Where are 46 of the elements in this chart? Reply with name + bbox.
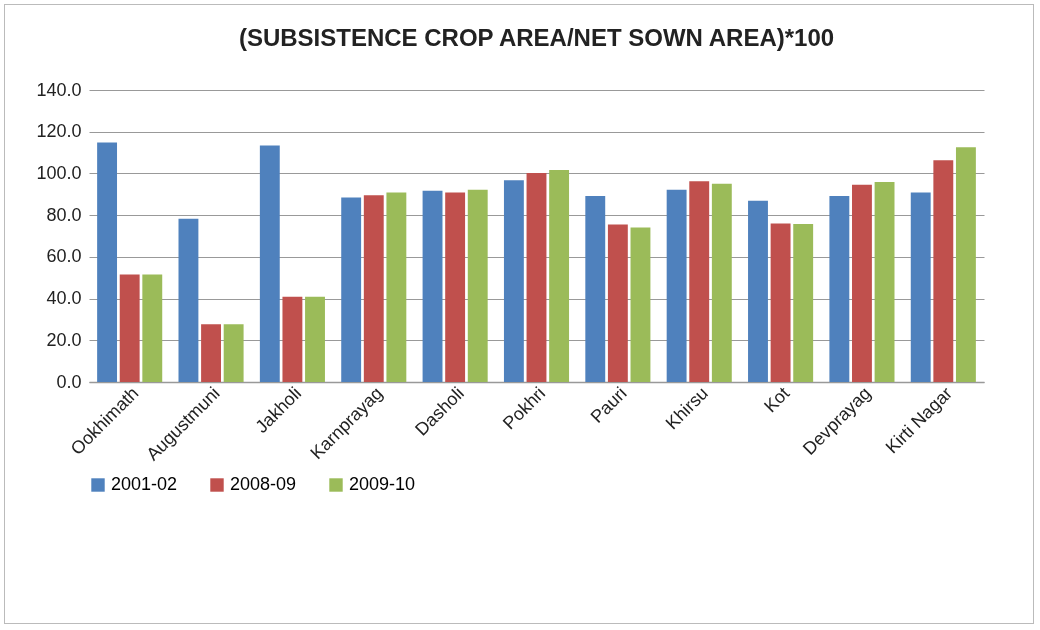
bar — [223, 324, 244, 382]
chart-title: (SUBSISTENCE CROP AREA/NET SOWN AREA)*100 — [238, 24, 835, 51]
bar — [305, 296, 325, 382]
y-tick-label: 100.0 — [36, 162, 82, 183]
bar — [341, 197, 362, 382]
x-tick-label: Kot — [760, 383, 794, 417]
legend-label: 2001-02 — [111, 474, 178, 494]
y-tick-label: 20.0 — [46, 329, 82, 350]
bar — [259, 145, 280, 382]
y-tick-label: 80.0 — [46, 204, 82, 225]
bar — [829, 195, 850, 382]
bar — [445, 192, 466, 382]
legend-label: 2009-10 — [349, 474, 416, 494]
bar — [386, 192, 407, 382]
y-tick-label: 140.0 — [36, 79, 82, 100]
bar — [793, 224, 814, 382]
bar — [363, 195, 384, 382]
y-tick-label: 120.0 — [36, 121, 82, 142]
bar — [748, 200, 768, 382]
bar — [689, 181, 710, 382]
y-tick-label: 0.0 — [56, 371, 82, 392]
bar — [630, 227, 651, 382]
bar — [770, 223, 791, 382]
bar — [282, 296, 303, 382]
bar — [119, 274, 140, 382]
bar — [910, 192, 931, 382]
bar — [585, 195, 606, 382]
y-tick-label: 60.0 — [46, 246, 82, 267]
bar — [422, 190, 443, 382]
bar — [97, 142, 118, 382]
bar — [711, 183, 732, 382]
bar — [503, 180, 524, 382]
y-tick-label: 40.0 — [46, 288, 82, 309]
bar — [933, 160, 954, 382]
legend-label: 2008-09 — [230, 474, 297, 494]
bar — [607, 224, 628, 382]
bar — [852, 184, 872, 382]
bar — [178, 218, 199, 382]
bar — [874, 181, 895, 382]
bar — [666, 189, 687, 382]
bar — [201, 324, 221, 382]
bar — [955, 147, 976, 382]
bar — [549, 169, 570, 382]
bar — [142, 274, 163, 382]
bar — [467, 189, 488, 382]
bar — [526, 173, 547, 382]
